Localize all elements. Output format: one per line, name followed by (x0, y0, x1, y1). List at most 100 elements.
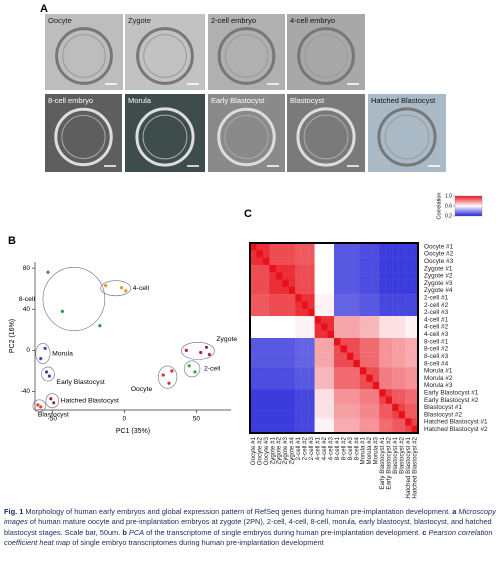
heatmap-cell (392, 264, 399, 273)
heatmap-cell (334, 374, 341, 383)
heatmap-cell (250, 279, 257, 288)
heatmap-cell (321, 323, 328, 331)
heatmap-cell (334, 338, 341, 346)
heatmap-cell (385, 374, 393, 383)
heatmap-cell (250, 389, 257, 397)
heatmap-cell (295, 294, 302, 302)
heatmap-cell (301, 359, 309, 368)
heatmap-cell (327, 381, 335, 390)
heatmap-cell (366, 272, 373, 280)
heatmap-cell (308, 250, 315, 258)
heatmap-cell (366, 257, 373, 266)
heatmap-cell (288, 294, 296, 302)
heatmap-cell (321, 301, 328, 309)
row-label: 4-cell #2 (424, 324, 449, 331)
row-label: Hatched Blastocyst #2 (424, 426, 488, 433)
heatmap-cell (321, 330, 328, 339)
heatmap-cell (359, 286, 367, 295)
heatmap-cell (398, 264, 406, 273)
heatmap-cell (346, 308, 354, 317)
heatmap-cell (256, 345, 264, 353)
heatmap-cell (366, 243, 373, 251)
heatmap-cell (250, 323, 257, 331)
heatmap-cell (256, 264, 264, 273)
heatmap-cell (385, 425, 393, 434)
column-label: Blastocyst #1 (392, 436, 399, 473)
caption-text: c (422, 527, 427, 537)
heatmap-cell (353, 272, 361, 280)
heatmap-cell (334, 316, 341, 324)
heatmap-cell (275, 389, 283, 397)
heatmap-cell (275, 345, 283, 353)
heatmap-cell (250, 264, 257, 273)
column-label: 8-cell #1 (334, 436, 341, 460)
heatmap-cell (282, 389, 289, 397)
heatmap-cell (366, 418, 373, 426)
heatmap-cell (308, 330, 315, 339)
embryo-inner (224, 114, 269, 160)
heatmap-cell (340, 411, 348, 419)
heatmap-cell (256, 374, 264, 383)
heatmap-cell (346, 250, 354, 258)
heatmap-cell (321, 294, 328, 302)
heatmap-cell (366, 345, 373, 353)
heatmap-cell (250, 330, 257, 339)
heatmap-cell (301, 338, 309, 346)
heatmap-cell (262, 367, 270, 375)
heatmap-cell (346, 279, 354, 288)
heatmap-cell (366, 286, 373, 295)
heatmap-cell (288, 374, 296, 383)
heatmap-cell (256, 359, 264, 368)
heatmap-cell (262, 243, 270, 251)
heatmap-cell (262, 381, 270, 390)
column-label: Hatched Blastocyst #2 (411, 436, 418, 498)
heatmap-cell (295, 243, 302, 251)
heatmap-cell (392, 381, 399, 390)
point (193, 370, 197, 374)
heatmap-cell (314, 374, 322, 383)
heatmap-cell (250, 345, 257, 353)
heatmap-cell (295, 338, 302, 346)
heatmap-cell (398, 425, 406, 434)
heatmap-cell (411, 308, 419, 317)
row-label: 2-cell #1 (424, 294, 449, 301)
row-label: Oocyte #1 (424, 243, 454, 250)
point (60, 309, 64, 313)
heatmap-cell (256, 352, 264, 361)
heatmap-cell (269, 330, 277, 339)
heatmap-cell (405, 345, 412, 353)
heatmap-cell (250, 425, 257, 434)
heatmap-cell (256, 381, 264, 390)
heatmap-cell (398, 352, 406, 361)
heatmap-cell (353, 279, 361, 288)
heatmap-cell (262, 374, 270, 383)
heatmap-cell (392, 425, 399, 434)
heatmap-cell (269, 250, 277, 258)
caption-text: Morphology of human early embryos and gl… (25, 507, 451, 516)
heatmap-cell (262, 323, 270, 331)
heatmap-cell (392, 338, 399, 346)
heatmap-cell (346, 389, 354, 397)
heatmap-cell (372, 279, 380, 288)
heatmap-cell (334, 257, 341, 266)
heatmap-cell (411, 301, 419, 309)
heatmap-cell (314, 345, 322, 353)
heatmap-cell (256, 272, 264, 280)
heatmap-cell (366, 425, 373, 434)
heatmap-cell (359, 411, 367, 419)
heatmap-cell (295, 359, 302, 368)
column-label: 8-cell #3 (347, 436, 354, 460)
heatmap-cell (411, 389, 419, 397)
heatmap-cell (385, 301, 393, 309)
heatmap-cell (262, 257, 270, 266)
heatmap-cell (288, 403, 296, 412)
heatmap-cell (385, 264, 393, 273)
heatmap-cell (411, 381, 419, 390)
heatmap-cell (398, 243, 406, 251)
heatmap-cell (334, 243, 341, 251)
row-label: Oocyte #3 (424, 258, 454, 265)
heatmap-cell (256, 338, 264, 346)
heatmap-cell (340, 308, 348, 317)
heatmap-cell (250, 308, 257, 317)
heatmap-cell (372, 338, 380, 346)
